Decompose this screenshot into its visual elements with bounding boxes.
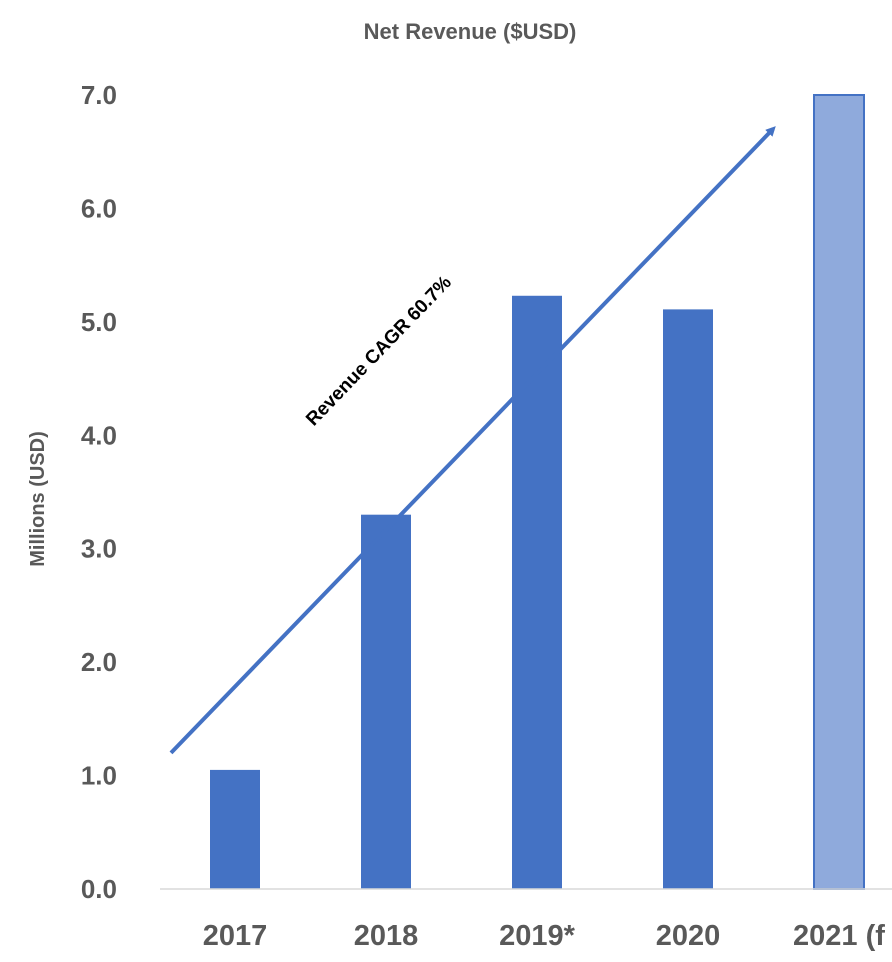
y-axis-label: Millions (USD) bbox=[27, 431, 49, 567]
bar-forecast bbox=[814, 95, 864, 889]
y-tick-label: 3.0 bbox=[81, 534, 117, 564]
x-tick-label: 2019* bbox=[499, 920, 576, 952]
y-tick-label: 4.0 bbox=[81, 420, 117, 450]
cagr-annotation: Revenue CAGR 60.7% bbox=[302, 272, 456, 430]
chart-title: Net Revenue ($USD) bbox=[364, 19, 577, 44]
y-tick-label: 5.0 bbox=[81, 307, 117, 337]
bar bbox=[361, 515, 411, 889]
y-tick-label: 2.0 bbox=[81, 647, 117, 677]
x-tick-label: 2018 bbox=[354, 920, 419, 952]
bar bbox=[512, 296, 562, 889]
x-tick-label: 2021 (f bbox=[793, 920, 885, 952]
y-tick-label: 7.0 bbox=[81, 80, 117, 110]
y-tick-label: 1.0 bbox=[81, 761, 117, 791]
bar bbox=[210, 770, 260, 889]
bar bbox=[663, 309, 713, 889]
x-tick-labels: 2017 2018 2019* 2020 2021 (f bbox=[203, 920, 886, 952]
y-tick-label: 6.0 bbox=[81, 193, 117, 223]
x-tick-label: 2020 bbox=[656, 920, 721, 952]
x-tick-label: 2017 bbox=[203, 920, 268, 952]
bars-group bbox=[210, 95, 864, 889]
y-tick-label: 0.0 bbox=[81, 874, 117, 904]
y-tick-labels: 0.0 1.0 2.0 3.0 4.0 5.0 6.0 7.0 bbox=[81, 80, 117, 904]
